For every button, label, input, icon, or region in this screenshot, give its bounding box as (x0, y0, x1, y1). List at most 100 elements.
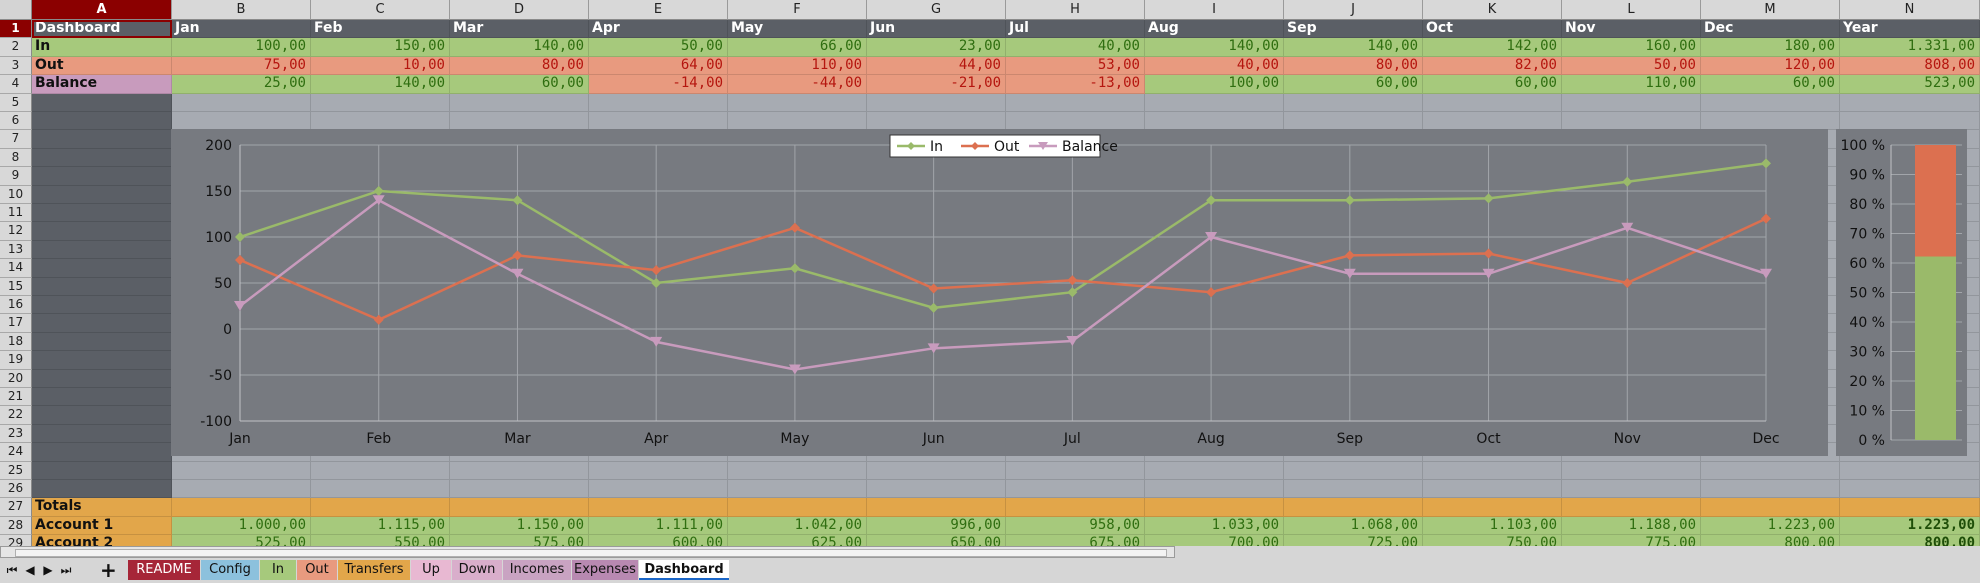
totals-row-cell[interactable] (1006, 498, 1145, 517)
empty-cell[interactable] (32, 240, 172, 260)
month-header[interactable]: Jun (867, 20, 1006, 39)
empty-cell[interactable] (32, 93, 172, 112)
sheet-tab-out[interactable]: Out (297, 560, 337, 580)
empty-cell[interactable] (311, 480, 450, 499)
row-header-19[interactable]: 19 (0, 351, 32, 370)
column-header-c[interactable]: C (311, 0, 450, 20)
value-cell[interactable]: 80,00 (450, 56, 589, 76)
account-value-cell[interactable]: 996,00 (867, 516, 1006, 536)
empty-cell[interactable] (1006, 461, 1145, 480)
value-cell[interactable]: -21,00 (867, 75, 1006, 94)
empty-cell[interactable] (1006, 480, 1145, 499)
year-header[interactable]: Year (1840, 20, 1980, 39)
empty-cell[interactable] (1701, 112, 1840, 131)
account-year-total[interactable]: 800,00 (1840, 535, 1980, 546)
value-cell[interactable]: 60,00 (1284, 75, 1423, 94)
empty-cell[interactable] (1145, 480, 1284, 499)
empty-cell[interactable] (32, 185, 172, 204)
empty-cell[interactable] (172, 93, 311, 112)
row-header-9[interactable]: 9 (0, 167, 32, 186)
row-header-5[interactable]: 5 (0, 93, 32, 112)
row-label-in[interactable]: In (32, 38, 172, 57)
empty-cell[interactable] (1562, 93, 1701, 112)
empty-cell[interactable] (1840, 480, 1980, 499)
row-header-13[interactable]: 13 (0, 240, 32, 260)
empty-cell[interactable] (589, 93, 728, 112)
year-total-cell[interactable]: 1.331,00 (1840, 38, 1980, 57)
sheet-tab-up[interactable]: Up (411, 560, 451, 580)
row-label-out[interactable]: Out (32, 56, 172, 76)
totals-label[interactable]: Totals (32, 498, 172, 517)
scrollbar-thumb[interactable] (15, 549, 1167, 557)
value-cell[interactable]: 140,00 (450, 38, 589, 57)
value-cell[interactable]: 40,00 (1145, 56, 1284, 76)
empty-cell[interactable] (32, 461, 172, 480)
empty-cell[interactable] (1423, 480, 1562, 499)
column-header-g[interactable]: G (867, 0, 1006, 20)
last-sheet-icon[interactable]: ⏭ (60, 563, 72, 577)
account-value-cell[interactable]: 525,00 (172, 535, 311, 546)
month-header[interactable]: Feb (311, 20, 450, 39)
row-header-6[interactable]: 6 (0, 112, 32, 131)
first-sheet-icon[interactable]: ⏮ (6, 563, 18, 577)
column-header-a[interactable]: A (32, 0, 172, 20)
row-header-25[interactable]: 25 (0, 461, 32, 480)
empty-cell[interactable] (867, 480, 1006, 499)
empty-cell[interactable] (1423, 93, 1562, 112)
value-cell[interactable]: 50,00 (589, 38, 728, 57)
empty-cell[interactable] (32, 332, 172, 352)
account-value-cell[interactable]: 800,00 (1701, 535, 1840, 546)
value-cell[interactable]: 25,00 (172, 75, 311, 94)
select-all-corner[interactable] (0, 0, 32, 20)
sheet-tab-readme[interactable]: README (128, 560, 200, 580)
empty-cell[interactable] (311, 93, 450, 112)
account-value-cell[interactable]: 1.103,00 (1423, 516, 1562, 536)
row-header-7[interactable]: 7 (0, 130, 32, 149)
row-header-10[interactable]: 10 (0, 185, 32, 204)
totals-row-cell[interactable] (728, 498, 867, 517)
empty-cell[interactable] (728, 461, 867, 480)
value-cell[interactable]: 10,00 (311, 56, 450, 76)
account-value-cell[interactable]: 625,00 (728, 535, 867, 546)
value-cell[interactable]: 75,00 (172, 56, 311, 76)
row-header-24[interactable]: 24 (0, 443, 32, 462)
empty-cell[interactable] (728, 480, 867, 499)
month-header[interactable]: Sep (1284, 20, 1423, 39)
account-value-cell[interactable]: 575,00 (450, 535, 589, 546)
empty-cell[interactable] (589, 461, 728, 480)
row-label-balance[interactable]: Balance (32, 75, 172, 94)
totals-row-cell[interactable] (1145, 498, 1284, 517)
next-sheet-icon[interactable]: ▶ (43, 563, 53, 577)
value-cell[interactable]: 120,00 (1701, 56, 1840, 76)
empty-cell[interactable] (32, 296, 172, 315)
empty-cell[interactable] (32, 112, 172, 131)
account-value-cell[interactable]: 1.150,00 (450, 516, 589, 536)
empty-cell[interactable] (867, 461, 1006, 480)
account-value-cell[interactable]: 675,00 (1006, 535, 1145, 546)
totals-row-cell[interactable] (172, 498, 311, 517)
row-header-11[interactable]: 11 (0, 204, 32, 223)
empty-cell[interactable] (1701, 480, 1840, 499)
empty-cell[interactable] (867, 93, 1006, 112)
value-cell[interactable]: 40,00 (1006, 38, 1145, 57)
value-cell[interactable]: 50,00 (1562, 56, 1701, 76)
totals-row-cell[interactable] (311, 498, 450, 517)
value-cell[interactable]: 140,00 (1284, 38, 1423, 57)
totals-row-cell[interactable] (1840, 498, 1980, 517)
empty-cell[interactable] (1006, 93, 1145, 112)
month-header[interactable]: Apr (589, 20, 728, 39)
empty-cell[interactable] (32, 388, 172, 407)
month-header[interactable]: Aug (1145, 20, 1284, 39)
account-value-cell[interactable]: 1.068,00 (1284, 516, 1423, 536)
empty-cell[interactable] (450, 112, 589, 131)
account-value-cell[interactable]: 750,00 (1423, 535, 1562, 546)
row-header-16[interactable]: 16 (0, 296, 32, 315)
empty-cell[interactable] (1284, 112, 1423, 131)
horizontal-scrollbar[interactable] (0, 546, 1175, 558)
totals-row-cell[interactable] (589, 498, 728, 517)
empty-cell[interactable] (32, 351, 172, 370)
value-cell[interactable]: 66,00 (728, 38, 867, 57)
empty-cell[interactable] (311, 112, 450, 131)
account-value-cell[interactable]: 958,00 (1006, 516, 1145, 536)
